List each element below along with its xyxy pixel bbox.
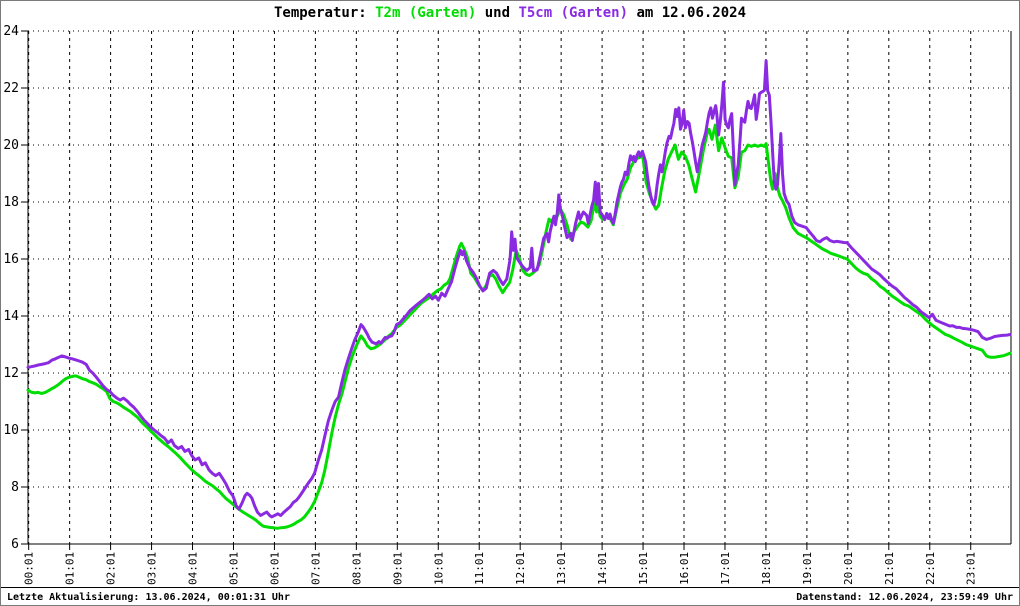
x-tick-label: 18:01	[760, 552, 773, 585]
legend-t5cm-label: T5cm (Garten)	[518, 5, 629, 21]
x-tick-label: 14:01	[596, 552, 609, 585]
x-tick-label: 05:01	[227, 552, 240, 585]
axes	[27, 31, 1012, 545]
series-lines	[26, 59, 1012, 530]
x-tick-label: 16:01	[678, 552, 691, 585]
x-tick-label: 04:01	[187, 552, 200, 585]
y-tick-label: 18	[3, 195, 19, 210]
gridlines	[28, 30, 1011, 544]
footer-divider	[1, 587, 1019, 588]
x-tick-label: 22:01	[924, 552, 937, 585]
x-tick-label: 03:01	[146, 552, 159, 585]
x-tick-label: 11:01	[473, 552, 486, 585]
x-tick-label: 01:01	[64, 552, 77, 585]
x-tick-label: 10:01	[432, 552, 445, 585]
x-tick-label: 02:01	[105, 552, 118, 585]
x-tick-label: 07:01	[309, 552, 322, 585]
x-tick-label: 12:01	[514, 552, 527, 585]
series-t2m-line	[26, 123, 1012, 530]
series-t5cm-line	[26, 59, 1012, 519]
chart-title: Temperatur: T2m (Garten) und T5cm (Garte…	[1, 5, 1019, 21]
y-tick-label: 22	[3, 81, 19, 96]
chart-title-conjunction: und	[476, 5, 519, 21]
y-tick-label: 12	[3, 366, 19, 381]
x-tick-label: 21:01	[883, 552, 896, 585]
x-tick-label: 23:01	[965, 552, 978, 585]
y-tick-label: 14	[3, 309, 19, 324]
x-tick-label: 19:01	[801, 552, 814, 585]
y-tick-label: 6	[11, 537, 19, 552]
x-tick-label: 17:01	[719, 552, 732, 585]
chart-title-suffix: am 12.06.2024	[628, 5, 747, 21]
tick-marks	[21, 30, 972, 550]
x-tick-label: 20:01	[842, 552, 855, 585]
y-tick-label: 20	[3, 138, 19, 153]
x-tick-label: 09:01	[391, 552, 404, 585]
x-tick-label: 15:01	[637, 552, 650, 585]
y-tick-label: 24	[3, 24, 19, 39]
footer-last-update: Letzte Aktualisierung: 13.06.2024, 00:01…	[7, 592, 290, 603]
x-tick-label: 06:01	[268, 552, 281, 585]
x-tick-label: 00:01	[23, 552, 36, 585]
y-tick-label: 16	[3, 252, 19, 267]
y-tick-label: 8	[11, 480, 19, 495]
chart-title-prefix: Temperatur:	[273, 5, 376, 21]
y-axis-tick-labels: 6 8 10 12 14 16 18 20 22 24	[3, 24, 19, 552]
x-axis-tick-labels: 00:01 01:01 02:01 03:01 04:01 05:01 06:01 07:01…	[23, 552, 978, 585]
footer-data-timestamp: Datenstand: 12.06.2024, 23:59:49 Uhr	[796, 592, 1013, 603]
legend-t2m-label: T2m (Garten)	[375, 5, 477, 21]
y-tick-label: 10	[3, 423, 19, 438]
x-tick-label: 08:01	[350, 552, 363, 585]
x-tick-label: 13:01	[555, 552, 568, 585]
